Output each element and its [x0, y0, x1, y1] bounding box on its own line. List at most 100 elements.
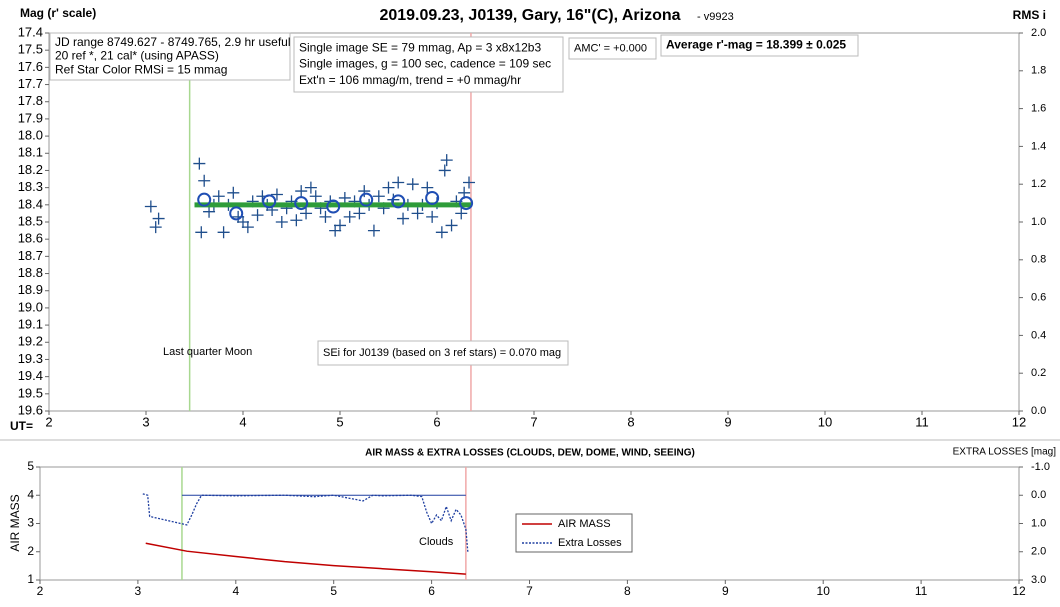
data-point — [217, 226, 230, 239]
y-tick-label: 19.2 — [18, 334, 43, 349]
average-point — [197, 192, 212, 207]
y2-tick-label: 2.0 — [1031, 546, 1046, 558]
data-point — [227, 186, 240, 199]
x-axis-label: UT= — [10, 419, 33, 433]
data-point — [438, 164, 451, 177]
data-point — [304, 181, 317, 194]
x-tick-label: 11 — [915, 414, 929, 429]
y-axis-label: AIR MASS — [8, 494, 22, 551]
annotation: Single image SE = 79 mmag, Ap = 3 x8x12b… — [299, 40, 541, 54]
y-tick-label: 17.6 — [18, 59, 43, 74]
data-point — [241, 221, 254, 234]
x-tick-label: 9 — [722, 584, 729, 598]
average-point — [229, 206, 244, 221]
annotation: Ref Star Color RMSi = 15 mmag — [55, 62, 227, 76]
y2-tick-label: 1.6 — [1031, 103, 1046, 115]
y-axis-label: Mag (r' scale) — [20, 6, 96, 20]
y-tick-label: 17.8 — [18, 93, 43, 108]
data-point — [435, 226, 448, 239]
average-point — [359, 192, 374, 207]
y-tick-label: 18.6 — [18, 231, 43, 246]
legend-label: AIR MASS — [558, 518, 611, 530]
y2-tick-label: 1.2 — [1031, 178, 1046, 190]
data-point — [270, 188, 283, 201]
annotation-box — [49, 32, 291, 81]
data-point — [319, 210, 332, 223]
annotation: Ext'n = 106 mmag/m, trend = +0 mmag/hr — [299, 73, 521, 87]
data-point — [309, 190, 322, 203]
data-point — [382, 181, 395, 194]
y-tick-label: 19.1 — [18, 317, 43, 332]
data-point — [144, 200, 157, 213]
y-tick-label: 1 — [27, 572, 34, 586]
data-point — [152, 212, 165, 225]
y-tick-label: 18.9 — [18, 282, 43, 297]
x-tick-label: 3 — [135, 584, 142, 598]
x-tick-label: 4 — [239, 414, 246, 429]
x-tick-label: 5 — [336, 414, 343, 429]
y-tick-label: 19.0 — [18, 299, 43, 314]
y2-tick-label: 0.0 — [1031, 489, 1046, 501]
y2-tick-label: 0.4 — [1031, 329, 1046, 341]
annotation: AMC' = +0.000 — [574, 42, 647, 54]
y-tick-label: 17.7 — [18, 76, 43, 91]
annotation-box — [660, 34, 859, 57]
data-point — [406, 178, 419, 191]
x-tick-label: 10 — [817, 584, 831, 598]
y2-tick-label: 1.0 — [1031, 517, 1046, 529]
data-point — [329, 224, 342, 237]
y-tick-label: 18.8 — [18, 265, 43, 280]
data-point — [455, 207, 468, 220]
data-point — [198, 174, 211, 187]
y-tick-label: 2 — [27, 544, 34, 558]
annotation: Clouds — [419, 536, 454, 548]
data-point — [421, 181, 434, 194]
y-tick-label: 18.3 — [18, 179, 43, 194]
y-tick-label: 5 — [27, 459, 34, 473]
data-point — [445, 219, 458, 232]
y2-tick-label: 0.6 — [1031, 292, 1046, 304]
x-tick-label: 2 — [37, 584, 44, 598]
y-tick-label: 18.0 — [18, 128, 43, 143]
y-tick-label: 4 — [27, 487, 34, 501]
y-tick-label: 19.5 — [18, 385, 43, 400]
y-tick-label: 19.4 — [18, 368, 43, 383]
y-tick-label: 18.7 — [18, 248, 43, 263]
data-point — [411, 207, 424, 220]
y-tick-label: 3 — [27, 516, 34, 530]
data-point — [426, 210, 439, 223]
average-point — [391, 194, 406, 209]
y2-axis-label: EXTRA LOSSES [mag] — [953, 447, 1057, 458]
data-point — [463, 176, 476, 189]
y-tick-label: 18.4 — [18, 196, 43, 211]
x-tick-label: 12 — [1012, 584, 1026, 598]
data-point — [149, 221, 162, 234]
data-point — [300, 207, 313, 220]
annotation: 20 ref *, 21 cal* (using APASS) — [55, 49, 219, 63]
data-point — [195, 226, 208, 239]
y2-tick-label: 3.0 — [1031, 574, 1046, 586]
annotation-box — [568, 37, 657, 60]
annotation: JD range 8749.627 - 8749.765, 2.9 hr use… — [55, 35, 291, 49]
average-point — [294, 196, 309, 211]
annotation-box — [317, 340, 569, 366]
y2-tick-label: 0.2 — [1031, 367, 1046, 379]
y-tick-label: 18.5 — [18, 213, 43, 228]
data-point — [372, 190, 385, 203]
x-tick-label: 8 — [627, 414, 634, 429]
y2-tick-label: 2.0 — [1031, 27, 1046, 39]
y-tick-label: 17.4 — [18, 24, 43, 39]
annotation: Last quarter Moon — [163, 346, 252, 358]
data-point — [290, 214, 303, 227]
data-point — [343, 210, 356, 223]
x-tick-label: 7 — [530, 414, 537, 429]
data-point — [193, 157, 206, 170]
y-tick-label: 19.6 — [18, 402, 43, 417]
legend — [515, 513, 633, 553]
y2-tick-label: 1.0 — [1031, 216, 1046, 228]
x-tick-label: 8 — [624, 584, 631, 598]
data-point — [338, 191, 351, 204]
data-point — [237, 216, 249, 228]
chart-title: 2019.09.23, J0139, Gary, 16"(C), Arizona — [379, 7, 680, 24]
